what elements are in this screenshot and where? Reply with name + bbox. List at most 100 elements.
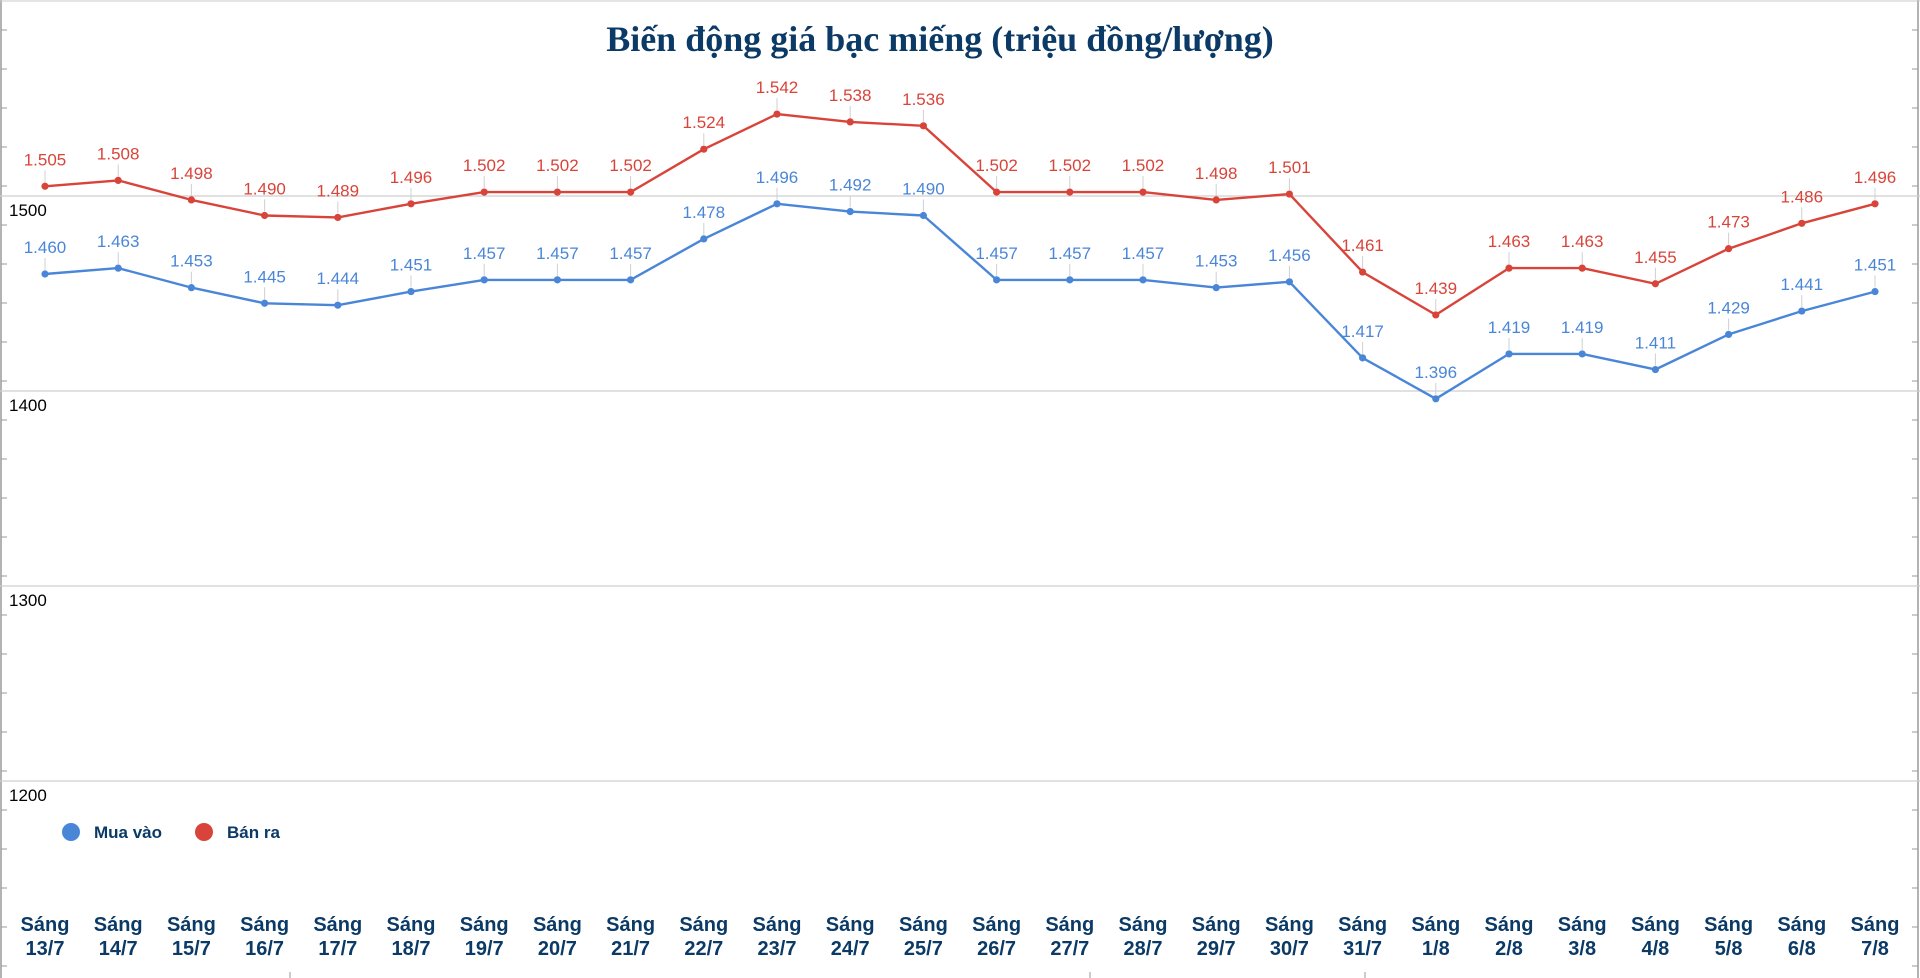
legend-label: Mua vào [94, 823, 162, 842]
data-point [114, 264, 122, 272]
data-label: 1.457 [536, 244, 579, 263]
series-line-ban-ra [44, 112, 1876, 317]
data-label: 1.505 [24, 150, 67, 169]
data-point [1066, 276, 1074, 284]
data-label: 1.463 [1561, 232, 1604, 251]
x-tick-label: Sáng 26/7 [972, 914, 1021, 960]
data-label: 1.417 [1341, 322, 1384, 341]
data-label: 1.451 [390, 256, 433, 275]
data-label: 1.444 [317, 269, 360, 288]
data-point [1651, 365, 1659, 374]
data-label: 1.461 [1341, 236, 1384, 255]
data-point [407, 287, 415, 296]
data-label: 1.496 [1854, 168, 1897, 187]
data-label: 1.538 [829, 86, 872, 105]
data-label: 1.496 [756, 168, 799, 187]
legend: Mua vào Bán ra [62, 823, 280, 842]
data-label: 1.490 [243, 180, 286, 199]
data-labels-layer: 1.460 1.463 1.453 1.445 1.444 1.451 1.457 1.457… [24, 78, 1897, 395]
data-label: 1.455 [1634, 248, 1677, 267]
x-tick-label: Sáng 14/7 [94, 914, 143, 960]
data-point [41, 270, 49, 278]
data-point [334, 213, 342, 222]
data-point [773, 110, 781, 118]
data-point [1725, 330, 1733, 339]
data-point [700, 145, 708, 153]
data-point [919, 122, 928, 130]
data-point [1359, 268, 1367, 276]
data-point [1285, 278, 1293, 286]
data-point [261, 299, 269, 307]
data-label: 1.496 [390, 168, 433, 187]
x-tick-label: Sáng 23/7 [753, 914, 802, 960]
data-point [1359, 354, 1367, 362]
legend-swatch [62, 823, 80, 841]
data-point [1578, 350, 1586, 358]
data-label: 1.429 [1707, 298, 1750, 317]
data-label: 1.457 [463, 244, 506, 263]
data-point [480, 188, 488, 196]
data-label: 1.498 [1195, 164, 1238, 183]
legend-label: Bán ra [227, 823, 280, 842]
data-label: 1.486 [1781, 187, 1824, 206]
data-point [480, 276, 488, 284]
data-point [1578, 264, 1586, 272]
data-point [846, 118, 854, 126]
series-layer [41, 110, 1879, 403]
x-tick-label: Sáng 28/7 [1119, 914, 1168, 960]
data-label: 1.502 [463, 156, 506, 175]
data-label: 1.419 [1561, 318, 1604, 337]
x-tick-label: Sáng 25/7 [899, 914, 948, 960]
data-point [993, 276, 1001, 284]
data-point [334, 301, 342, 309]
y-tick-label: 1200 [9, 786, 47, 805]
x-tick-label: Sáng 16/7 [240, 914, 289, 960]
legend-swatch [195, 823, 213, 841]
data-label: 1.445 [243, 267, 286, 286]
data-label: 1.457 [1122, 244, 1165, 263]
data-point [261, 211, 269, 220]
data-label: 1.453 [170, 252, 213, 271]
data-point [846, 208, 854, 216]
data-point [1505, 264, 1513, 272]
data-label: 1.542 [756, 78, 799, 97]
x-tick-label: Sáng 22/7 [679, 914, 728, 960]
data-point [114, 176, 122, 184]
x-tick-label: Sáng 1/8 [1411, 914, 1460, 960]
data-label: 1.419 [1488, 318, 1531, 337]
data-point [627, 188, 635, 196]
x-tick-label: Sáng 17/7 [313, 914, 362, 960]
data-label: 1.492 [829, 176, 872, 195]
data-point [1798, 307, 1806, 315]
data-point [1798, 219, 1806, 227]
data-label: 1.498 [170, 164, 213, 183]
data-point [700, 235, 708, 243]
x-tick-label: Sáng 21/7 [606, 914, 655, 960]
x-tick-label: Sáng 5/8 [1704, 914, 1753, 960]
data-label: 1.502 [609, 156, 652, 175]
data-label: 1.460 [24, 238, 67, 257]
data-point [919, 211, 928, 220]
data-point [553, 188, 562, 196]
data-point [553, 276, 562, 284]
data-point [1066, 188, 1074, 196]
data-label: 1.508 [97, 144, 140, 163]
data-label: 1.490 [902, 180, 945, 199]
data-label: 1.453 [1195, 252, 1238, 271]
x-tick-label: Sáng 13/7 [21, 914, 70, 960]
x-tick-label: Sáng 2/8 [1485, 914, 1534, 960]
data-point [1432, 395, 1440, 403]
series-line-mua-vao [44, 202, 1876, 400]
x-tick-label: Sáng 19/7 [460, 914, 509, 960]
data-label: 1.502 [1049, 156, 1092, 175]
x-axis-ticks: Sáng 13/7 Sáng 14/7 Sáng 15/7 Sáng 16/7 Sáng 17/7… [21, 914, 1900, 960]
data-label: 1.456 [1268, 246, 1311, 265]
data-point [993, 188, 1001, 196]
data-point [1871, 200, 1879, 208]
data-label: 1.396 [1415, 363, 1458, 382]
y-axis-ticks: 1200 1300 1400 1500 [9, 201, 47, 805]
data-label: 1.478 [683, 203, 726, 222]
